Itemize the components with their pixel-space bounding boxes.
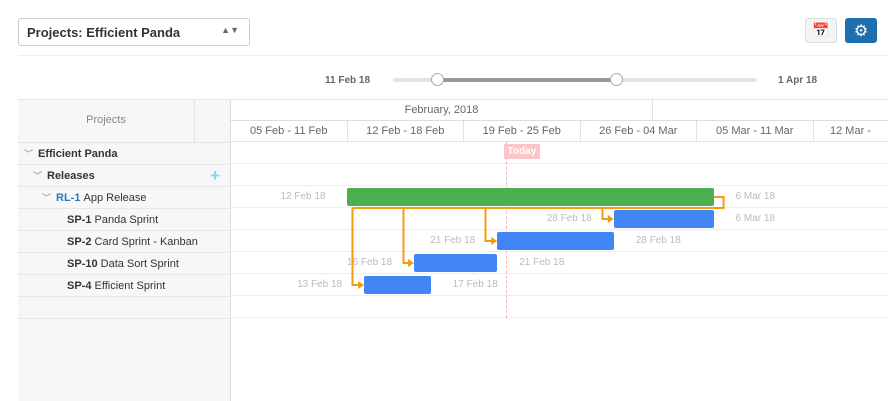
gantt-bar-sp-10[interactable] [414, 254, 498, 272]
tree-code: SP-10 [67, 257, 98, 270]
select-arrows-icon: ▲▼ [221, 25, 239, 35]
calendar-button[interactable]: 📅 [805, 18, 837, 43]
today-line [505, 142, 507, 318]
date-range-slider[interactable] [393, 73, 757, 86]
slider-fill [436, 78, 617, 82]
today-badge: Today [503, 144, 541, 159]
range-start-label: 11 Feb 18 [325, 75, 371, 86]
timeline-row [231, 230, 888, 252]
arrowhead-icon [408, 259, 415, 267]
bar-end-date: 21 Feb 18 [519, 257, 565, 268]
dependency-line [402, 208, 412, 264]
chevron-down-icon[interactable]: ﹀ [24, 149, 34, 159]
tree-item-sp-1[interactable]: SP-1 Panda Sprint [18, 209, 230, 231]
tree-item-sp-10[interactable]: SP-10 Data Sort Sprint [18, 253, 230, 275]
project-select[interactable]: Projects: Efficient Panda ▲▼ [18, 18, 250, 46]
bar-end-date: 17 Feb 18 [452, 279, 498, 290]
bar-end-date: 6 Mar 18 [735, 213, 776, 224]
dependency-line [352, 196, 725, 209]
tree-code: SP-2 [67, 235, 92, 248]
dependency-line [351, 208, 362, 286]
bar-start-date: 28 Feb 18 [546, 213, 592, 224]
tree-header-label: Projects [86, 114, 126, 126]
tree-code: SP-1 [67, 213, 92, 226]
week-header: 05 Mar - 11 Mar [697, 121, 814, 142]
divider [18, 55, 888, 56]
month-header: February, 2018 [231, 99, 653, 121]
timeline-row [231, 252, 888, 274]
slider-handle-start[interactable] [430, 73, 444, 86]
tree-code: RL-1 [56, 191, 81, 204]
arrowhead-icon [358, 281, 365, 289]
dependency-arrows [351, 196, 725, 289]
tree-header: Projects [18, 100, 230, 143]
tree-label: App Release [83, 191, 147, 204]
tree-item-releases[interactable]: ﹀ Releases + [18, 165, 230, 187]
range-end-label: 1 Apr 18 [778, 75, 818, 86]
timeline-row [231, 142, 888, 164]
tree-label: Releases [47, 169, 95, 182]
chevron-down-icon[interactable]: ﹀ [42, 193, 52, 203]
gantt-bar-sp-2[interactable] [497, 232, 614, 250]
timeline-row [231, 164, 888, 186]
tree-label: Panda Sprint [94, 213, 159, 226]
week-header: 26 Feb - 04 Mar [580, 121, 697, 142]
arrowhead-icon [491, 237, 498, 245]
project-tree: Projects ﹀ Efficient Panda ﹀ Releases + ﹀ RL… [18, 99, 231, 401]
gear-icon: ⚙ [853, 22, 869, 40]
tree-label: Card Sprint - Kanban [94, 235, 198, 248]
bar-start-date: 21 Feb 18 [430, 235, 476, 246]
month-header-next [653, 99, 888, 121]
timeline-row [231, 296, 888, 318]
tree-code: SP-4 [67, 279, 92, 292]
timeline-row [231, 208, 888, 230]
tree-item-rl-1[interactable]: ﹀ RL-1 App Release [18, 187, 230, 209]
dependency-line [484, 208, 495, 242]
tree-item-efficient-panda[interactable]: ﹀ Efficient Panda [18, 143, 230, 165]
settings-button[interactable]: ⚙ [845, 18, 877, 43]
tree-label: Data Sort Sprint [100, 257, 179, 270]
bar-start-date: 13 Feb 18 [297, 279, 343, 290]
tree-label: Efficient Sprint [94, 279, 166, 292]
project-select-value: Projects: Efficient Panda [27, 25, 181, 40]
timeline-row [231, 274, 888, 296]
slider-handle-end[interactable] [610, 73, 624, 86]
bar-end-date: 6 Mar 18 [735, 191, 776, 202]
gantt-bar-sp-1[interactable] [613, 210, 714, 228]
gantt-timeline: February, 2018 05 Feb - 11 Feb 12 Feb - 1… [231, 99, 888, 319]
week-header: 19 Feb - 25 Feb [464, 121, 581, 142]
calendar-icon: 📅 [812, 22, 830, 38]
add-icon[interactable]: + [210, 166, 220, 185]
gantt-bar-rl-1[interactable] [347, 188, 714, 206]
week-header: 12 Feb - 18 Feb [347, 121, 464, 142]
bar-start-date: 12 Feb 18 [280, 191, 326, 202]
tree-label: Efficient Panda [38, 147, 118, 160]
bar-end-date: 28 Feb 18 [635, 235, 681, 246]
arrowhead-icon [607, 215, 614, 223]
tree-empty-row [18, 297, 230, 319]
tree-item-sp-2[interactable]: SP-2 Card Sprint - Kanban [18, 231, 230, 253]
week-header: 05 Feb - 11 Feb [231, 121, 348, 142]
tree-item-sp-4[interactable]: SP-4 Efficient Sprint [18, 275, 230, 297]
bar-start-date: 16 Feb 18 [347, 257, 393, 268]
gantt-bar-sp-4[interactable] [364, 276, 431, 294]
chevron-down-icon[interactable]: ﹀ [33, 171, 43, 181]
